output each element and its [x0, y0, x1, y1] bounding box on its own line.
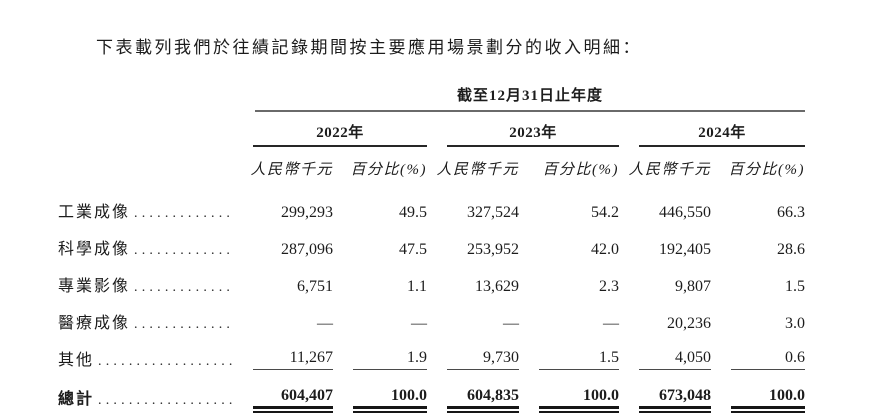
total-label: 總計 [58, 391, 95, 408]
intro-paragraph: 下表載列我們於往績記錄期間按主要應用場景劃分的收入明細： [96, 38, 642, 57]
cell-pct-2024: 66.3 [777, 204, 806, 221]
table-row-scientific-imaging: 科學成像 .............................. 287,… [58, 229, 805, 266]
cell-rmb-2024: 446,550 [659, 204, 711, 221]
cell-pct-2024: 3.0 [785, 315, 806, 332]
col-header-rmb-2022: 人民幣千元 [250, 162, 333, 178]
cell-pct-2023: 2.3 [599, 278, 619, 295]
table-row-industrial-imaging: 工業成像 .............................. 299,… [58, 192, 805, 229]
cell-rmb-2022: 11,267 [253, 349, 333, 370]
year-header-2022: 2022年 [253, 121, 427, 147]
cell-rmb-2023: — [503, 315, 519, 332]
cell-pct-2024: 28.6 [777, 241, 806, 258]
total-rmb-2022: 604,407 [253, 387, 333, 413]
total-pct-2024: 100.0 [731, 387, 806, 413]
cell-rmb-2023: 327,524 [467, 204, 519, 221]
col-header-pct-2022: 百分比(%) [350, 162, 427, 178]
row-label: 其他 [58, 352, 95, 369]
cell-rmb-2024: 20,236 [667, 315, 711, 332]
cell-rmb-2022: 287,096 [281, 241, 333, 258]
cell-pct-2022: 1.9 [353, 349, 427, 370]
table-row-professional-imaging: 專業影像 .............................. 6,75… [58, 266, 805, 303]
row-label: 醫療成像 [58, 315, 131, 332]
year-header-2023: 2023年 [447, 121, 619, 147]
table-row-medical-imaging: 醫療成像 .............................. — — … [58, 303, 805, 340]
cell-rmb-2023: 9,730 [447, 349, 519, 370]
cell-rmb-2024: 192,405 [659, 241, 711, 258]
cell-pct-2024: 1.5 [785, 278, 806, 295]
period-header-row: 截至12月31日止年度 [58, 84, 806, 112]
spacer-cell [58, 84, 233, 112]
cell-pct-2022: — [411, 315, 427, 332]
dot-leader: .............................. [134, 243, 233, 258]
total-rmb-2024: 673,048 [639, 387, 711, 413]
cell-pct-2023: 42.0 [591, 241, 619, 258]
period-header: 截至12月31日止年度 [255, 84, 806, 112]
cell-rmb-2022: 299,293 [281, 204, 333, 221]
dot-leader: .............................. [134, 317, 233, 332]
revenue-by-application-table: 截至12月31日止年度 2022年 2023年 2024年 人民幣千元 百分比(… [58, 84, 806, 419]
cell-rmb-2022: — [317, 315, 333, 332]
col-header-rmb-2024: 人民幣千元 [628, 162, 711, 178]
cell-pct-2024: 0.6 [731, 349, 806, 370]
year-header-row: 2022年 2023年 2024年 [58, 112, 806, 147]
cell-rmb-2022: 6,751 [297, 278, 333, 295]
row-label: 專業影像 [58, 278, 131, 295]
cell-rmb-2023: 13,629 [475, 278, 519, 295]
cell-pct-2023: 54.2 [591, 204, 619, 221]
col-header-pct-2023: 百分比(%) [542, 162, 619, 178]
cell-pct-2023: — [603, 315, 619, 332]
table-row-others: 其他 .............................. 11,267… [58, 340, 806, 377]
row-label: 工業成像 [58, 204, 131, 221]
col-header-rmb-2023: 人民幣千元 [436, 162, 519, 178]
cell-rmb-2024: 9,807 [675, 278, 711, 295]
dot-leader: .............................. [98, 393, 233, 408]
total-pct-2022: 100.0 [353, 387, 427, 413]
cell-pct-2022: 47.5 [399, 241, 427, 258]
dot-leader: .............................. [134, 206, 233, 221]
total-pct-2023: 100.0 [539, 387, 619, 413]
cell-rmb-2023: 253,952 [467, 241, 519, 258]
col-header-pct-2024: 百分比(%) [728, 162, 806, 178]
table-row-total: 總計 .............................. 604,40… [58, 377, 806, 419]
cell-pct-2023: 1.5 [539, 349, 619, 370]
dot-leader: .............................. [134, 280, 233, 295]
total-rmb-2023: 604,835 [447, 387, 519, 413]
spacer-cell [58, 147, 233, 192]
spacer-cell [58, 112, 233, 147]
cell-rmb-2024: 4,050 [639, 349, 711, 370]
column-header-row: 人民幣千元 百分比(%) 人民幣千元 百分比(%) 人民幣千元 百分比(%) [58, 147, 805, 192]
row-label: 科學成像 [58, 241, 131, 258]
dot-leader: .............................. [98, 354, 233, 369]
cell-pct-2022: 1.1 [407, 278, 427, 295]
year-header-2024: 2024年 [639, 121, 806, 147]
cell-pct-2022: 49.5 [399, 204, 427, 221]
